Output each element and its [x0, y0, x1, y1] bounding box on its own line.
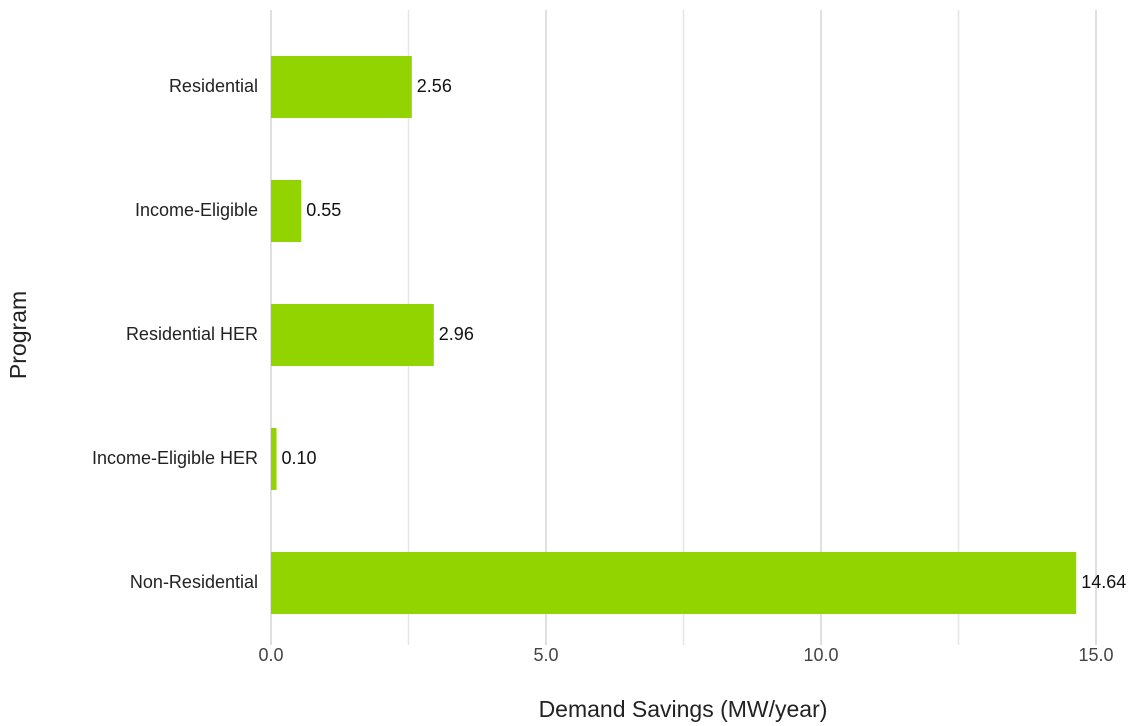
bars — [271, 56, 1077, 614]
bar — [271, 428, 277, 490]
y-tick-label: Residential — [169, 76, 258, 96]
data-label: 0.55 — [306, 200, 341, 220]
y-axis-title: Program — [5, 291, 31, 379]
bar — [271, 304, 434, 366]
data-label: 2.56 — [417, 76, 452, 96]
bar — [271, 56, 412, 118]
y-tick-label: Non-Residential — [130, 572, 258, 592]
y-tick-label: Residential HER — [126, 324, 258, 344]
x-tick-label: 5.0 — [533, 645, 558, 665]
x-axis-title: Demand Savings (MW/year) — [539, 696, 828, 722]
y-tick-label: Income-Eligible — [135, 200, 258, 220]
x-tick-label: 0.0 — [258, 645, 283, 665]
x-tick-label: 10.0 — [803, 645, 838, 665]
bar — [271, 552, 1077, 614]
data-label: 0.10 — [282, 448, 317, 468]
x-tick-label: 15.0 — [1078, 645, 1113, 665]
data-label: 14.64 — [1081, 572, 1126, 592]
bar — [271, 180, 302, 242]
y-tick-label: Income-Eligible HER — [92, 448, 258, 468]
data-label: 2.96 — [439, 324, 474, 344]
